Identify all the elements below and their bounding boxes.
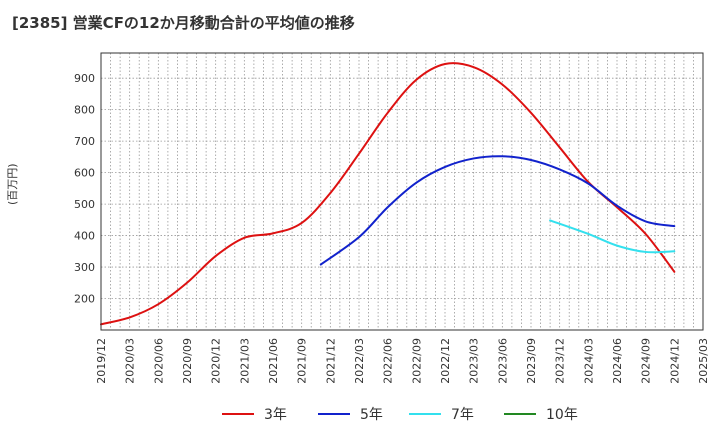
x-tick-label: 2022/12 xyxy=(439,338,452,384)
series-line-0 xyxy=(100,62,676,326)
y-tick-label: 700 xyxy=(74,135,95,148)
x-tick-label: 2020/03 xyxy=(124,338,137,384)
y-tick-label: 500 xyxy=(74,198,95,211)
x-tick-label: 2024/09 xyxy=(640,338,653,384)
x-tick-label: 2021/09 xyxy=(296,338,309,384)
legend-label: 10年 xyxy=(546,407,578,423)
x-tick-label: 2021/12 xyxy=(324,338,337,384)
x-tick-label: 2023/09 xyxy=(525,338,538,384)
x-tick-label: 2023/03 xyxy=(468,338,481,384)
y-tick-label: 300 xyxy=(74,261,95,274)
x-tick-label: 2023/12 xyxy=(554,338,567,384)
x-tick-label: 2024/12 xyxy=(668,338,681,384)
chart-title: [2385] 営業CFの12か月移動合計の平均値の推移 xyxy=(12,14,355,32)
x-tick-label: 2020/06 xyxy=(152,338,165,384)
x-tick-label: 2024/03 xyxy=(582,338,595,384)
x-tick-label: 2021/06 xyxy=(267,338,280,384)
y-tick-label: 900 xyxy=(74,72,95,85)
series-line-2 xyxy=(549,219,676,254)
x-tick-label: 2020/12 xyxy=(210,338,223,384)
x-tick-label: 2024/06 xyxy=(611,338,624,384)
y-tick-label: 200 xyxy=(74,293,95,306)
series-line-1 xyxy=(319,155,676,266)
y-tick-label: 400 xyxy=(74,230,95,243)
plot-area xyxy=(101,53,703,330)
legend-label: 7年 xyxy=(451,407,474,423)
x-tick-label: 2022/09 xyxy=(410,338,423,384)
x-tick-label: 2023/06 xyxy=(496,338,509,384)
series-lines xyxy=(100,62,676,326)
legend-label: 3年 xyxy=(264,407,287,423)
x-tick-label: 2019/12 xyxy=(95,338,108,384)
x-tick-label: 2020/09 xyxy=(181,338,194,384)
x-tick-label: 2025/03 xyxy=(697,338,710,384)
x-tick-label: 2021/03 xyxy=(238,338,251,384)
legend-label: 5年 xyxy=(360,407,383,423)
plot-border xyxy=(100,52,704,331)
y-tick-label: 800 xyxy=(74,104,95,117)
x-tick-label: 2022/03 xyxy=(353,338,366,384)
grid-lines xyxy=(100,53,704,330)
legend: 3年 5年 7年 10年 xyxy=(222,407,578,423)
x-tick-label: 2022/06 xyxy=(382,338,395,384)
y-tick-label: 600 xyxy=(74,167,95,180)
axes: 200 300 400 500 600 700 800 900 2019/12 2020/03 20… xyxy=(74,52,710,384)
